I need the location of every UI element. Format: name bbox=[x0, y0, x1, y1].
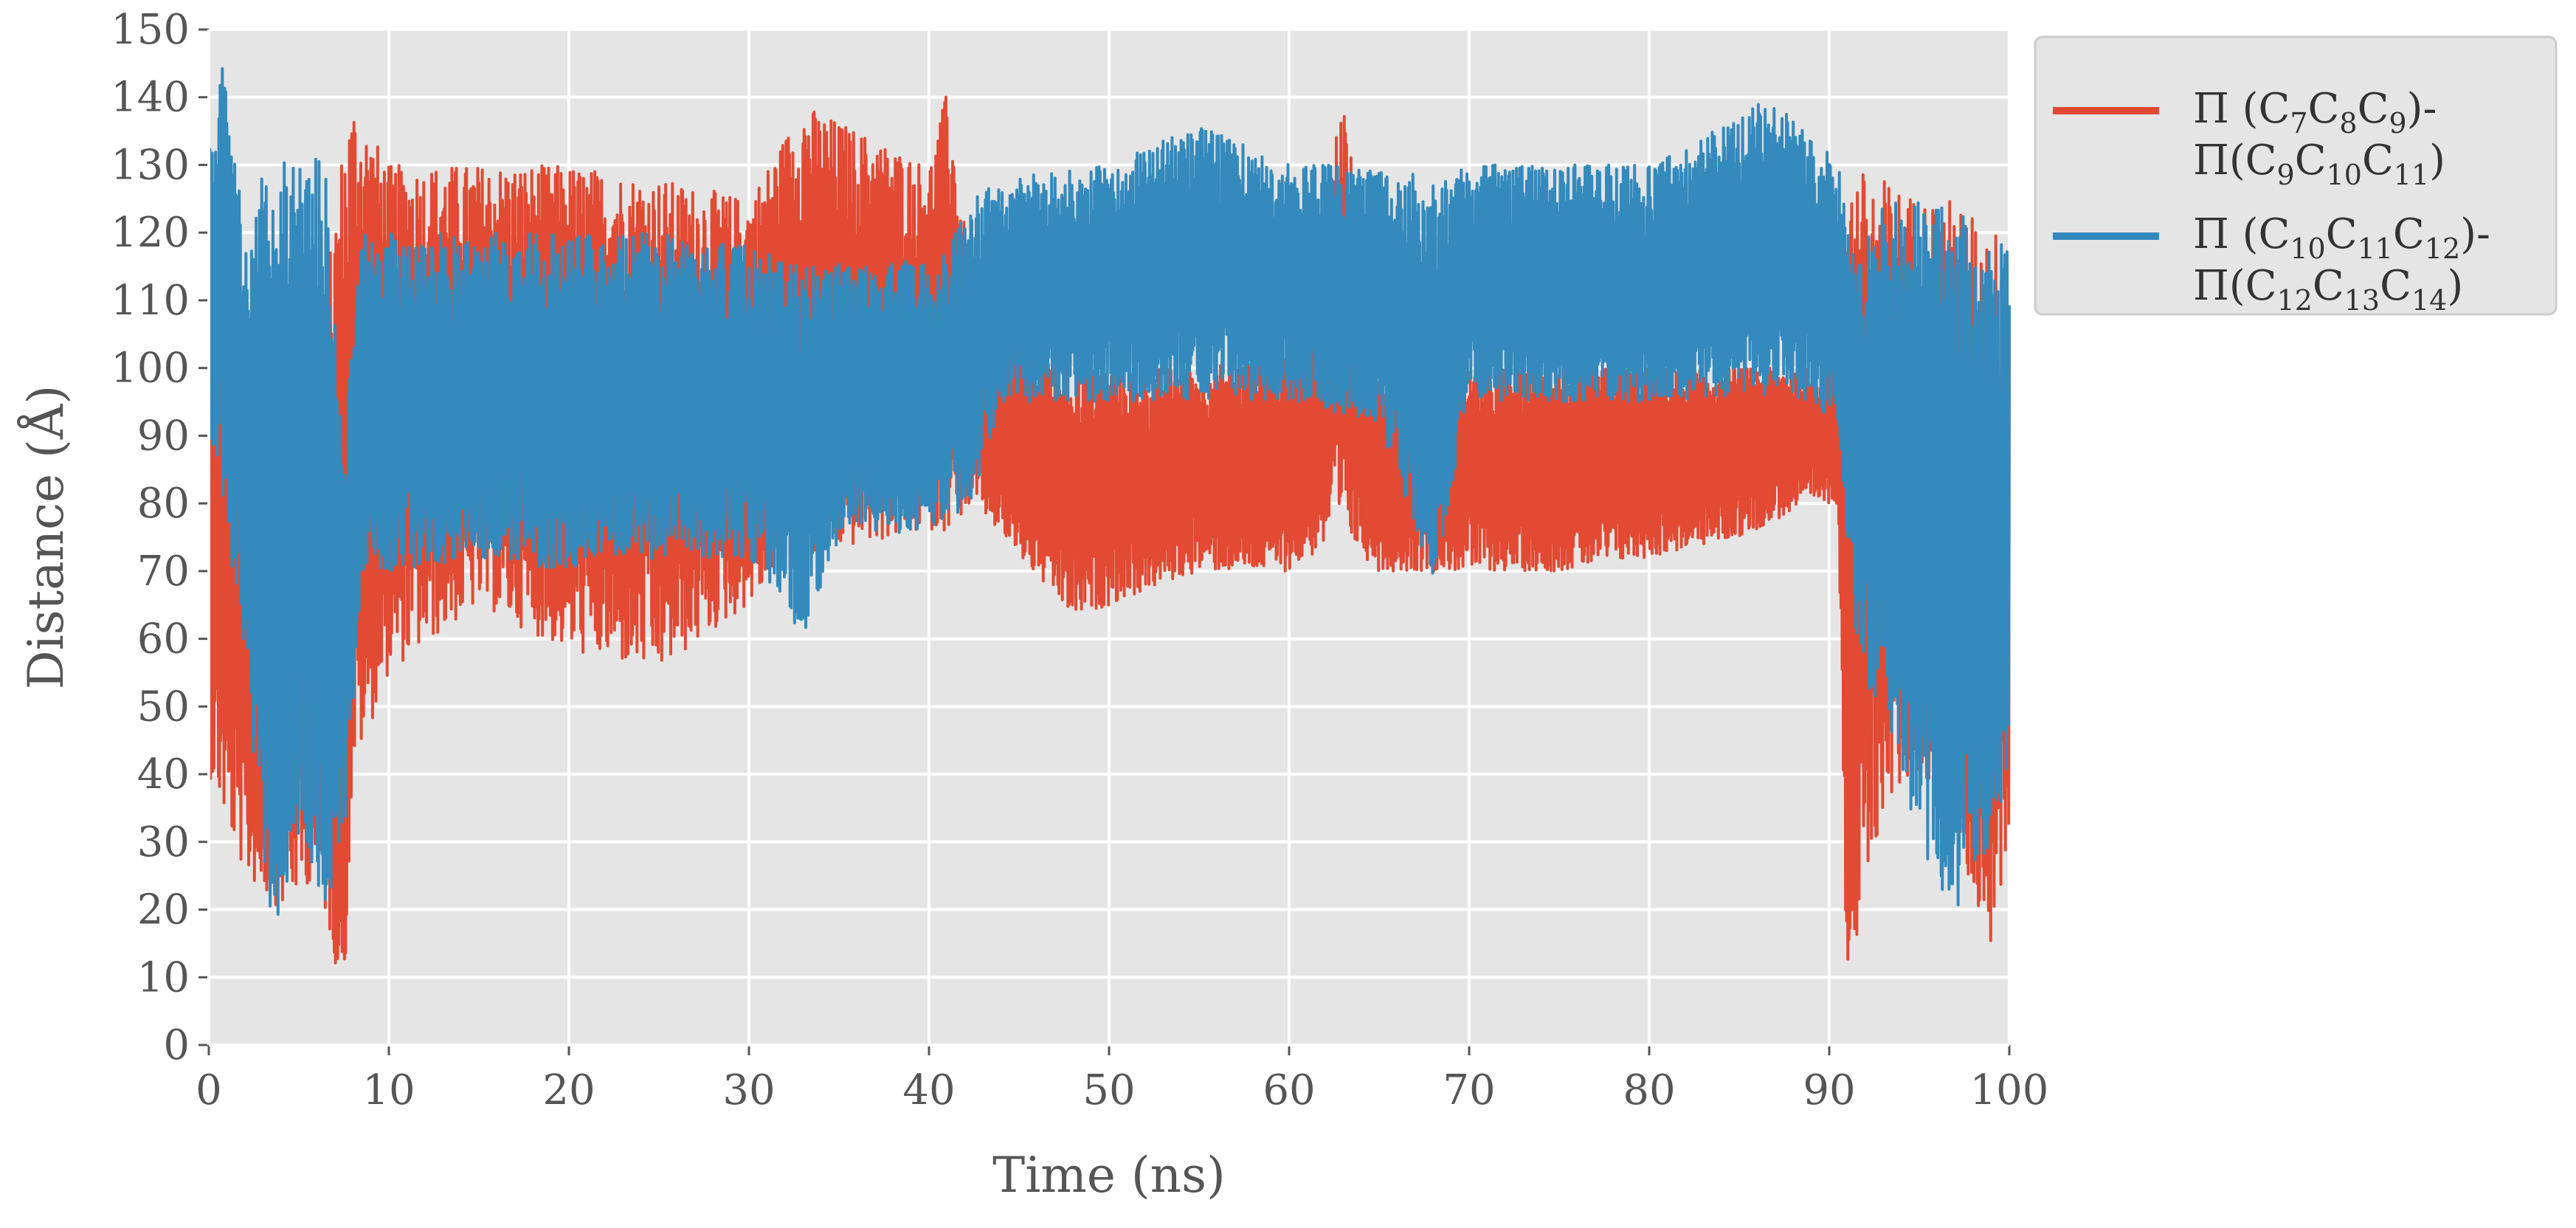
x-tick-label: 90 bbox=[1803, 1066, 1855, 1114]
legend-label-2-line-2: Π(C12C13C14) bbox=[2193, 262, 2463, 317]
y-tick-label: 10 bbox=[137, 953, 190, 1001]
legend-label-2-line-1: Π (C10C11C12)- bbox=[2193, 210, 2490, 265]
y-tick-label: 60 bbox=[137, 615, 190, 663]
y-tick-label: 150 bbox=[111, 6, 190, 54]
x-tick-label: 100 bbox=[1970, 1066, 2049, 1114]
series-group bbox=[207, 67, 2011, 965]
y-tick-label: 40 bbox=[137, 751, 190, 798]
y-tick-label: 50 bbox=[137, 683, 190, 731]
y-tick-label: 130 bbox=[111, 141, 190, 189]
y-axis-title: Distance (Å) bbox=[18, 385, 75, 689]
x-tick-label: 30 bbox=[722, 1066, 775, 1114]
legend-box bbox=[2034, 35, 2558, 316]
x-tick-label: 0 bbox=[196, 1066, 222, 1114]
legend-label-1-line-2: Π(C9C10C11) bbox=[2193, 137, 2445, 191]
y-tick-label: 70 bbox=[137, 548, 190, 596]
y-tick-label: 30 bbox=[137, 818, 190, 866]
y-tick-label: 90 bbox=[137, 412, 190, 460]
x-tick-label: 40 bbox=[902, 1066, 955, 1114]
y-tick-label: 140 bbox=[111, 74, 190, 122]
x-tick-label: 20 bbox=[542, 1066, 595, 1114]
y-tick-label: 80 bbox=[137, 480, 190, 528]
y-tick-label: 120 bbox=[111, 209, 190, 257]
y-tick-label: 20 bbox=[137, 886, 190, 934]
axes: 0 10 20 30 40 50 60 70 80 90 100 0 10 20 30 40 50 60 70 80 9… bbox=[111, 6, 2048, 1114]
x-tick-label: 70 bbox=[1443, 1066, 1495, 1114]
x-axis-title: Time (ns) bbox=[992, 1147, 1226, 1204]
x-tick-label: 50 bbox=[1082, 1066, 1135, 1114]
legend-label-1-line-1: Π (C7C8C9)- bbox=[2193, 85, 2437, 139]
x-tick-label: 10 bbox=[362, 1066, 415, 1114]
legend: Π (C7C8C9)-Π(C9C10C11) Π (C10C11C12)-Π(C1… bbox=[2034, 35, 2558, 317]
y-tick-label: 0 bbox=[163, 1021, 190, 1069]
x-tick-label: 80 bbox=[1623, 1066, 1675, 1114]
x-tick-label: 60 bbox=[1263, 1066, 1315, 1114]
y-tick-label: 110 bbox=[111, 277, 190, 325]
series-line-2 bbox=[207, 67, 2011, 916]
y-tick-label: 100 bbox=[111, 345, 190, 393]
